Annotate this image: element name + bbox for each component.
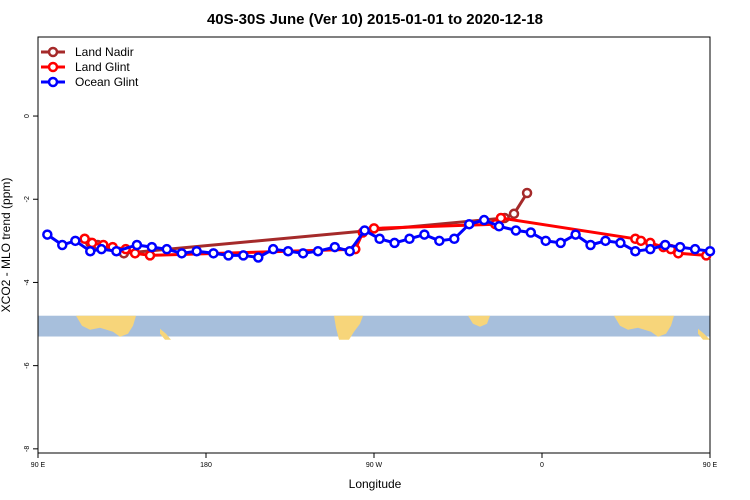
data-point-land-glint [86, 237, 98, 249]
legend-label: Ocean Glint [75, 75, 139, 89]
data-point-land-glint [495, 212, 507, 224]
x-axis: 90 E 180 90 W 0 90 E [31, 453, 718, 469]
data-point-ocean-glint [570, 229, 581, 240]
data-point-ocean-glint [540, 235, 551, 247]
data-point-ocean-glint [630, 245, 641, 257]
data-point-ocean-glint [329, 241, 341, 253]
data-point-land-nadir [521, 187, 533, 199]
data-point-ocean-glint [131, 239, 143, 251]
data-point-ocean-glint [434, 235, 445, 247]
legend-marker [47, 46, 59, 58]
data-point-ocean-glint [297, 248, 309, 259]
data-point-ocean-glint [478, 214, 490, 226]
data-point-ocean-glint [161, 243, 173, 255]
data-point-ocean-glint [42, 229, 53, 240]
data-point-ocean-glint [525, 227, 537, 238]
data-point-ocean-glint [223, 250, 234, 261]
data-point-ocean-glint [374, 233, 385, 245]
data-point-ocean-glint [96, 243, 107, 255]
map-ocean-band [38, 315, 710, 337]
data-point-ocean-glint [208, 248, 219, 259]
y-tick-label: -4 [24, 279, 31, 285]
data-point-land-glint [368, 223, 380, 234]
y-axis-label: XCO2 - MLO trend (ppm) [0, 178, 13, 313]
data-point-ocean-glint [111, 245, 122, 257]
x-tick-label: 90 E [703, 462, 718, 469]
data-point-ocean-glint [404, 233, 415, 245]
legend-marker [47, 61, 59, 73]
data-point-ocean-glint [312, 245, 324, 257]
x-axis-label: Longitude [349, 477, 402, 491]
map-land-shape [614, 315, 674, 337]
data-point-ocean-glint [176, 248, 187, 259]
map-land-shape [698, 328, 710, 340]
x-tick-label: 0 [540, 462, 544, 469]
data-point-ocean-glint [659, 239, 671, 251]
data-point-ocean-glint [449, 233, 460, 245]
data-point-ocean-glint [191, 245, 202, 257]
data-point-ocean-glint [57, 239, 68, 251]
data-point-ocean-glint [689, 243, 701, 255]
series-ocean-glint [42, 214, 716, 263]
chart-title: 40S-30S June (Ver 10) 2015-01-01 to 2020… [207, 11, 543, 28]
x-tick-label: 90 E [31, 462, 46, 469]
data-point-ocean-glint [419, 229, 430, 240]
data-point-ocean-glint [493, 221, 505, 232]
y-axis: 0 -2 -4 -6 -8 [24, 114, 38, 452]
map-land-shape [334, 315, 363, 340]
legend-item-land-glint: Land Glint [41, 60, 130, 74]
data-point-ocean-glint [282, 245, 294, 257]
data-point-ocean-glint [585, 239, 596, 251]
legend-item-ocean-glint: Ocean Glint [41, 75, 139, 89]
data-point-ocean-glint [510, 225, 522, 236]
legend-label: Land Nadir [75, 45, 134, 59]
data-point-land-nadir [508, 208, 520, 220]
data-point-ocean-glint [344, 245, 355, 257]
data-point-ocean-glint [146, 241, 158, 253]
data-point-ocean-glint [389, 237, 400, 249]
data-point-ocean-glint [704, 245, 716, 257]
map-land-shape [468, 315, 490, 327]
data-point-ocean-glint [359, 225, 370, 236]
data-point-ocean-glint [645, 243, 656, 255]
y-tick-label: 0 [24, 114, 31, 118]
data-point-land-glint [144, 250, 156, 261]
data-point-ocean-glint [555, 237, 566, 249]
map-strip [38, 315, 710, 340]
map-land-shape [160, 328, 171, 340]
x-tick-label: 180 [200, 462, 212, 469]
y-tick-label: -8 [24, 446, 31, 452]
data-point-land-glint [635, 235, 647, 247]
data-point-ocean-glint [267, 243, 279, 255]
data-point-ocean-glint [253, 252, 264, 263]
legend-marker [47, 76, 59, 88]
plot-area [37, 36, 716, 454]
legend-item-land-nadir: Land Nadir [41, 45, 134, 59]
data-point-ocean-glint [674, 241, 686, 253]
data-point-ocean-glint [70, 235, 81, 247]
data-point-land-glint [79, 233, 90, 245]
map-land-shape [76, 315, 136, 337]
series-layer [42, 187, 716, 263]
data-point-land-glint [129, 248, 141, 259]
y-tick-label: -2 [24, 196, 31, 202]
data-point-ocean-glint [600, 235, 611, 247]
data-point-ocean-glint [463, 218, 475, 230]
y-tick-label: -6 [24, 362, 31, 368]
x-tick-label: 90 W [366, 462, 383, 469]
legend-label: Land Glint [75, 60, 130, 74]
data-point-ocean-glint [238, 250, 249, 261]
data-point-ocean-glint [85, 245, 96, 257]
data-point-ocean-glint [615, 237, 626, 249]
